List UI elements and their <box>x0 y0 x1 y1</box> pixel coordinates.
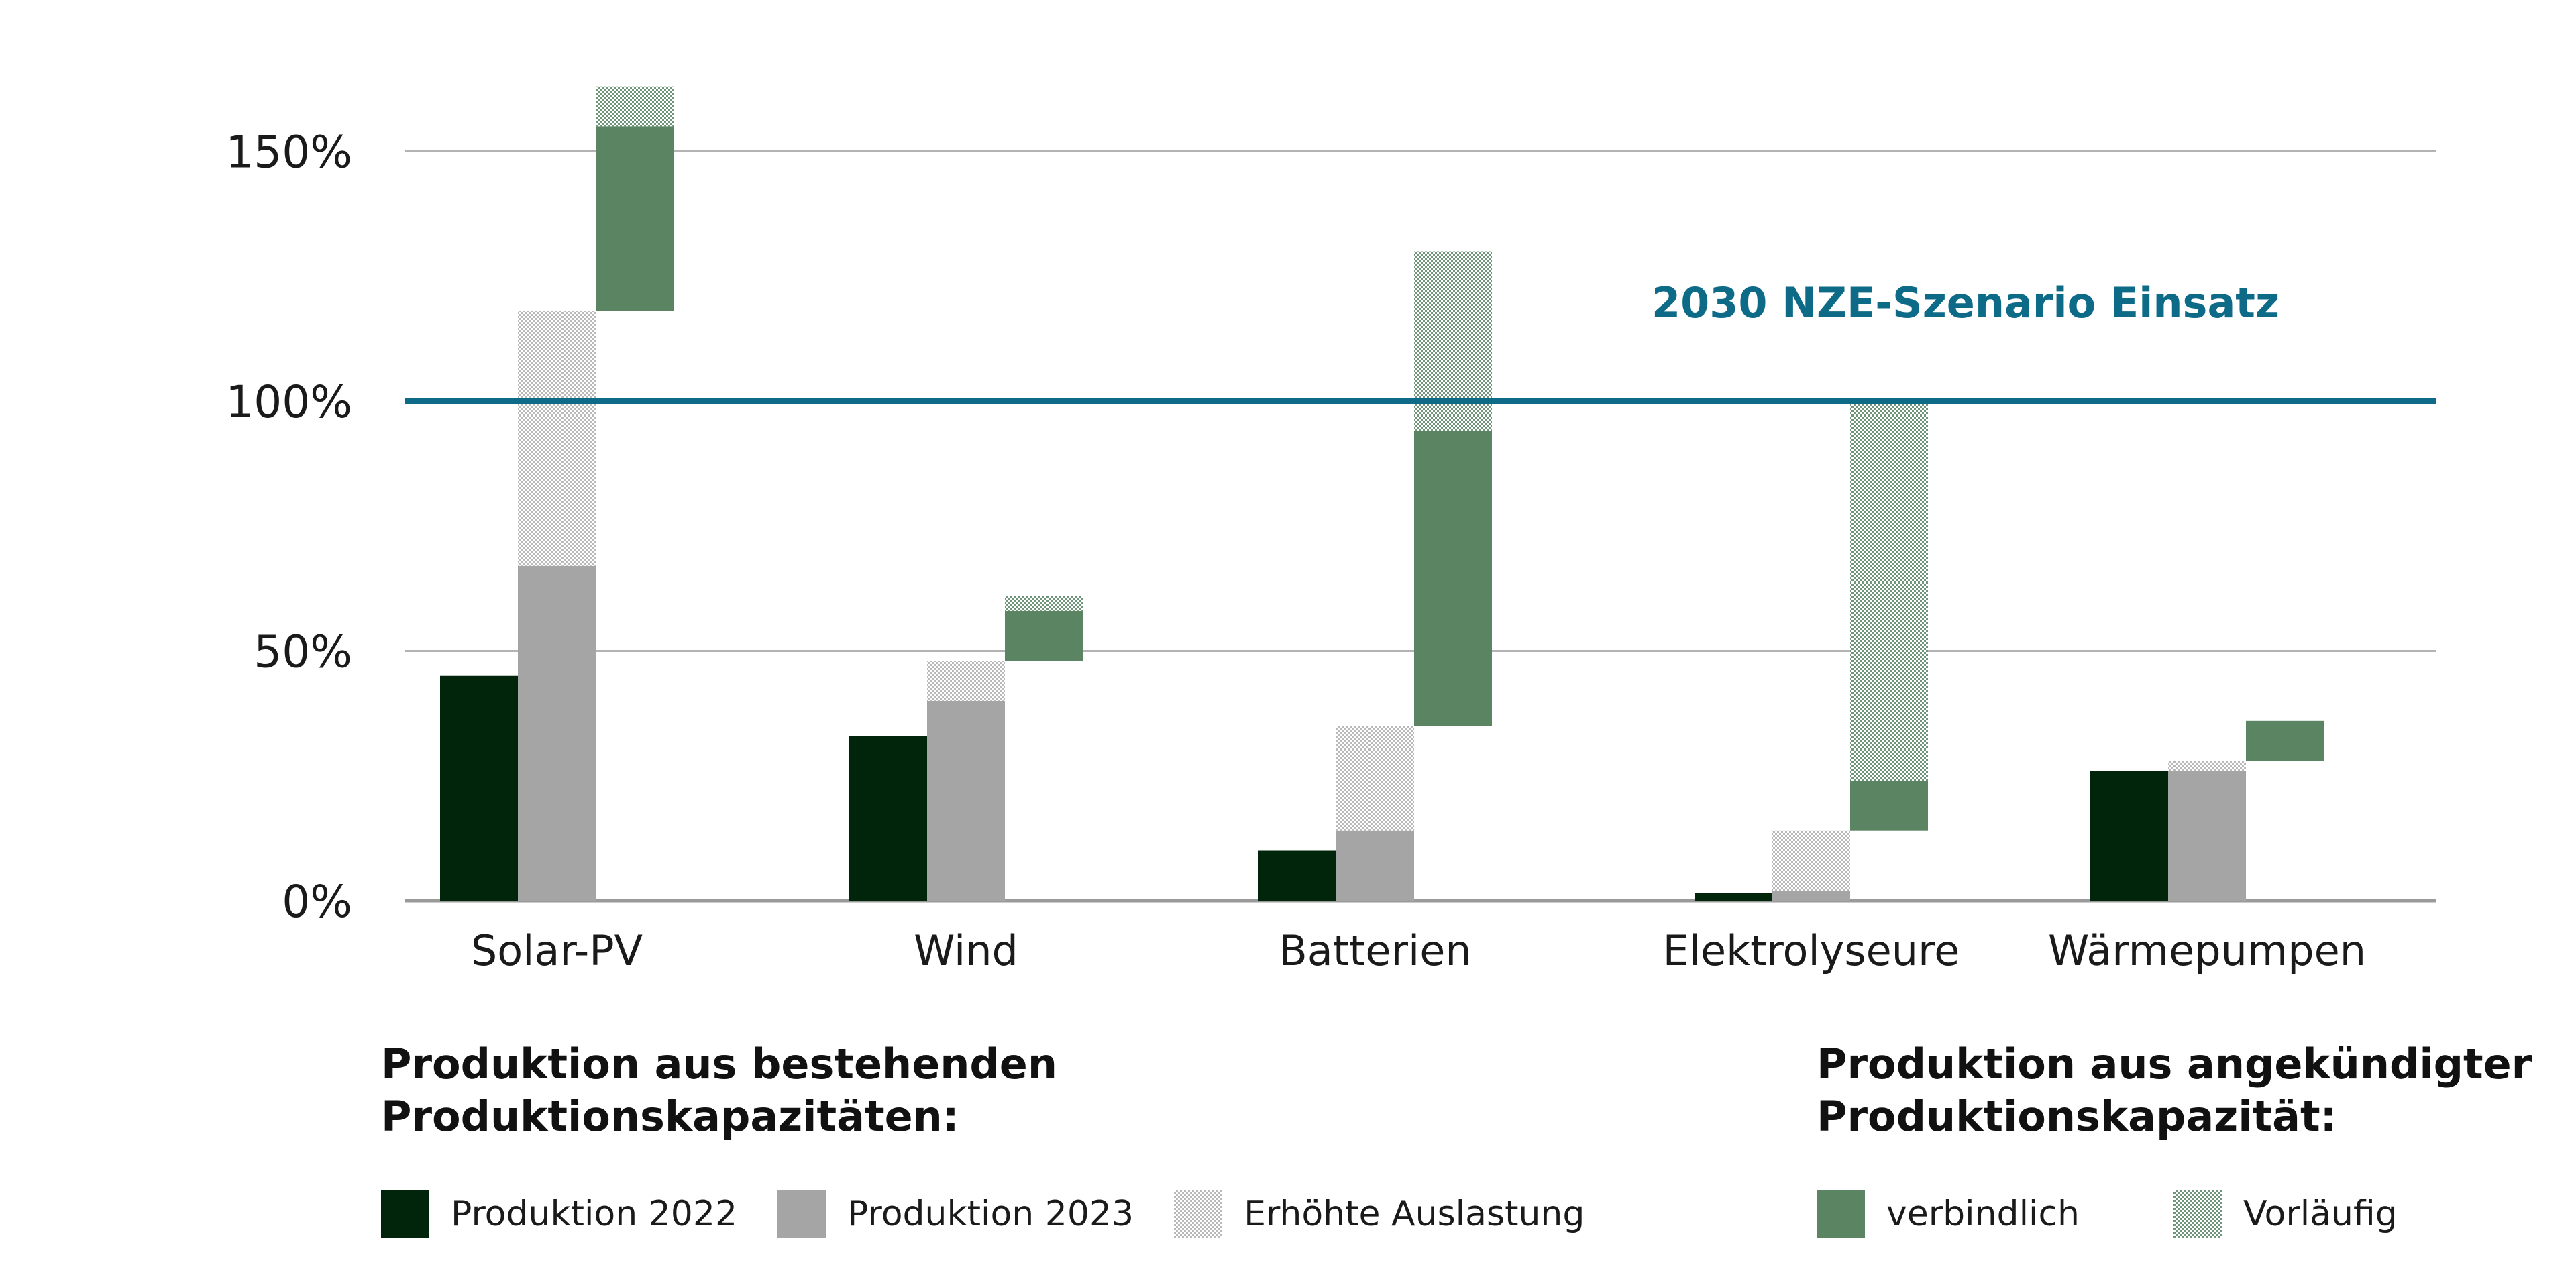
bar-vorlaeufig <box>1850 401 1928 781</box>
bar-erhoehte-auslastung <box>518 311 596 566</box>
legend-title-announced: Produktion aus angekündigter Produktions… <box>1817 1040 2532 1141</box>
chart: 2030 NZE-Szenario Einsatz 0%50%100%150% … <box>225 86 2436 975</box>
bar-vorlaeufig <box>596 86 674 127</box>
reference-line-label: 2030 NZE-Szenario Einsatz <box>1652 278 2279 327</box>
y-tick-label: 0% <box>282 876 352 928</box>
x-category-label: Wind <box>914 926 1018 975</box>
legend-item-produktion-2023: Produktion 2023 <box>777 1190 1134 1238</box>
reference-line-group: 2030 NZE-Szenario Einsatz <box>405 278 2436 404</box>
bar-produktion-2023 <box>2168 771 2246 901</box>
bar-verbindlich <box>596 126 674 311</box>
bar-erhoehte-auslastung <box>1772 830 1850 891</box>
bar-erhoehte-auslastung <box>2168 761 2246 771</box>
bar-produktion-2022 <box>1695 893 1772 901</box>
bar-produktion-2023 <box>927 701 1005 901</box>
x-category-label: Batterien <box>1279 926 1471 975</box>
bar-produktion-2022 <box>2090 771 2168 901</box>
y-tick-label: 100% <box>225 376 352 428</box>
bar-verbindlich <box>1850 781 1928 831</box>
legend-item-erhoehte-auslastung: Erhöhte Auslastung <box>1174 1190 1585 1238</box>
x-category-label: Wärmepumpen <box>2048 926 2366 975</box>
legend-swatch-erhoehte-auslastung <box>1174 1190 1223 1238</box>
bar-produktion-2023 <box>518 565 596 901</box>
legend-title-existing: Produktion aus bestehenden Produktionska… <box>381 1040 1057 1141</box>
bar-produktion-2023 <box>1336 830 1414 901</box>
legend-item-produktion-2022: Produktion 2022 <box>381 1190 737 1238</box>
legend-swatch-produktion-2022 <box>381 1190 429 1238</box>
bars <box>440 86 2324 901</box>
legend-swatch-produktion-2023 <box>777 1190 826 1238</box>
x-axis-category-labels: Solar-PV Wind Batterien Elektrolyseure Wärme… <box>471 926 2366 975</box>
x-category-label: Elektrolyseure <box>1663 926 1960 975</box>
legend-item-verbindlich: verbindlich <box>1817 1190 2080 1238</box>
legend-swatch-vorlaeufig <box>2174 1190 2222 1238</box>
legend-announced-capacity: Produktion aus angekündigter Produktions… <box>1817 1038 2532 1238</box>
bar-produktion-2022 <box>1258 850 1336 901</box>
bar-erhoehte-auslastung <box>1336 726 1414 831</box>
bar-produktion-2022 <box>440 675 518 901</box>
legend-existing-capacity: Produktion aus bestehenden Produktionska… <box>381 1038 1625 1238</box>
bar-vorlaeufig <box>1005 596 1083 611</box>
y-tick-label: 150% <box>225 127 352 178</box>
bar-verbindlich <box>2246 720 2324 761</box>
bar-verbindlich <box>1414 431 1492 726</box>
legend-label: verbindlich <box>1886 1194 2080 1234</box>
bar-produktion-2022 <box>849 736 927 901</box>
legend-label: Erhöhte Auslastung <box>1244 1194 1585 1234</box>
legend-label: Produktion 2022 <box>451 1194 738 1234</box>
bar-produktion-2023 <box>1772 891 1850 901</box>
y-tick-label: 50% <box>254 626 352 678</box>
legend-swatch-verbindlich <box>1817 1190 1865 1238</box>
legend-item-vorlaeufig: Vorläufig <box>2174 1190 2398 1238</box>
x-category-label: Solar-PV <box>471 926 643 975</box>
bar-erhoehte-auslastung <box>927 661 1005 701</box>
legend-label: Produktion 2023 <box>847 1194 1134 1234</box>
y-axis-tick-labels: 0% 50% 100% 150% <box>225 127 352 928</box>
bar-verbindlich <box>1005 610 1083 661</box>
legend-label: Vorläufig <box>2243 1194 2398 1234</box>
